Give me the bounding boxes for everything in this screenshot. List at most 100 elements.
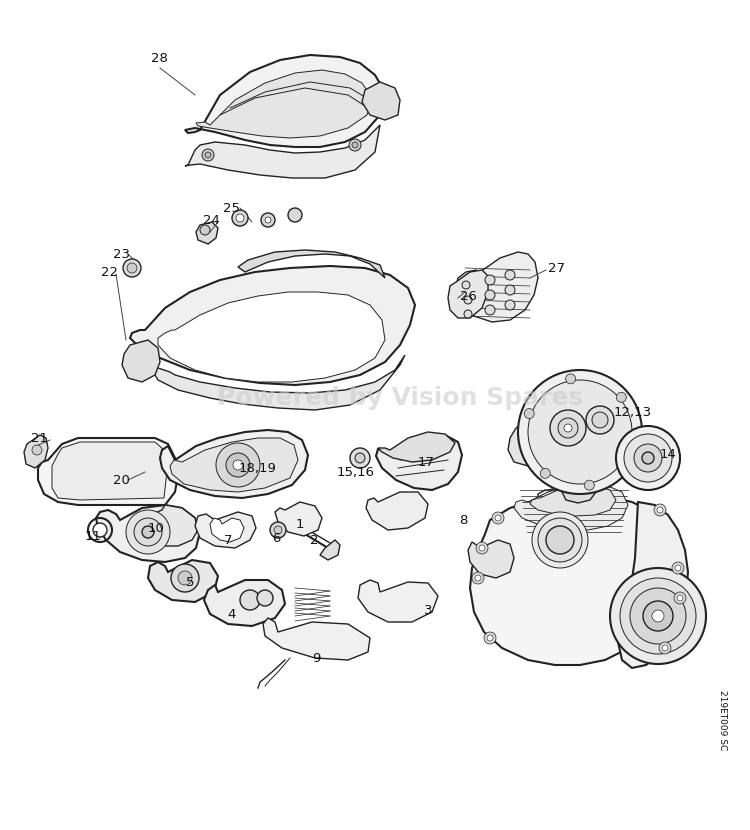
Text: 23: 23 bbox=[113, 247, 130, 261]
Polygon shape bbox=[320, 540, 340, 560]
Polygon shape bbox=[366, 492, 428, 530]
Text: 12,13: 12,13 bbox=[614, 406, 652, 418]
Circle shape bbox=[355, 453, 365, 463]
Text: 18,19: 18,19 bbox=[239, 461, 277, 475]
Circle shape bbox=[127, 263, 137, 273]
Circle shape bbox=[236, 214, 244, 222]
Polygon shape bbox=[185, 55, 385, 147]
Polygon shape bbox=[562, 480, 596, 503]
Circle shape bbox=[524, 408, 534, 418]
Circle shape bbox=[654, 504, 666, 516]
Circle shape bbox=[642, 452, 654, 464]
Polygon shape bbox=[530, 486, 616, 516]
Text: 27: 27 bbox=[548, 261, 565, 275]
Text: 25: 25 bbox=[223, 202, 240, 214]
Polygon shape bbox=[195, 512, 256, 548]
Text: 15,16: 15,16 bbox=[337, 466, 375, 479]
Circle shape bbox=[630, 588, 686, 644]
Circle shape bbox=[288, 208, 302, 222]
Polygon shape bbox=[468, 540, 514, 578]
Polygon shape bbox=[378, 432, 455, 462]
Circle shape bbox=[479, 545, 485, 551]
Circle shape bbox=[171, 564, 199, 592]
Circle shape bbox=[505, 270, 515, 280]
Circle shape bbox=[592, 412, 608, 428]
Circle shape bbox=[216, 443, 260, 487]
Circle shape bbox=[487, 635, 493, 641]
Circle shape bbox=[240, 590, 260, 610]
Circle shape bbox=[662, 645, 668, 651]
Circle shape bbox=[566, 374, 575, 383]
Circle shape bbox=[261, 213, 275, 227]
Circle shape bbox=[584, 481, 595, 491]
Text: 21: 21 bbox=[31, 432, 48, 445]
Circle shape bbox=[352, 142, 358, 148]
Circle shape bbox=[462, 281, 470, 289]
Circle shape bbox=[616, 426, 680, 490]
Polygon shape bbox=[358, 580, 438, 622]
Circle shape bbox=[257, 590, 273, 606]
Circle shape bbox=[350, 448, 370, 468]
Text: 22: 22 bbox=[101, 266, 118, 279]
Text: 24: 24 bbox=[203, 213, 220, 227]
Circle shape bbox=[672, 562, 684, 574]
Text: 6: 6 bbox=[272, 531, 280, 544]
Polygon shape bbox=[514, 484, 628, 530]
Circle shape bbox=[564, 424, 572, 432]
Polygon shape bbox=[130, 266, 415, 385]
Circle shape bbox=[505, 300, 515, 310]
Text: 10: 10 bbox=[148, 521, 165, 535]
Circle shape bbox=[538, 518, 582, 562]
Polygon shape bbox=[152, 355, 405, 410]
Circle shape bbox=[485, 275, 495, 285]
Text: 14: 14 bbox=[660, 447, 676, 461]
Circle shape bbox=[485, 290, 495, 300]
Circle shape bbox=[126, 510, 170, 554]
Polygon shape bbox=[204, 580, 285, 626]
Circle shape bbox=[226, 453, 250, 477]
Polygon shape bbox=[185, 125, 380, 178]
Circle shape bbox=[142, 526, 154, 538]
Circle shape bbox=[265, 217, 271, 223]
Polygon shape bbox=[263, 618, 370, 660]
Circle shape bbox=[634, 444, 662, 472]
Circle shape bbox=[518, 370, 642, 494]
Polygon shape bbox=[148, 560, 218, 602]
Circle shape bbox=[200, 225, 210, 235]
Text: 3: 3 bbox=[424, 603, 433, 617]
Circle shape bbox=[475, 575, 481, 581]
Text: 28: 28 bbox=[151, 51, 168, 65]
Circle shape bbox=[476, 542, 488, 554]
Polygon shape bbox=[158, 292, 385, 382]
Text: 5: 5 bbox=[185, 575, 194, 588]
Text: 8: 8 bbox=[460, 514, 468, 526]
Polygon shape bbox=[160, 430, 308, 498]
Circle shape bbox=[492, 512, 504, 524]
Circle shape bbox=[178, 571, 192, 585]
Text: 11: 11 bbox=[85, 530, 102, 543]
Circle shape bbox=[546, 526, 574, 554]
Circle shape bbox=[677, 595, 683, 601]
Polygon shape bbox=[122, 340, 160, 382]
Circle shape bbox=[32, 445, 42, 455]
Circle shape bbox=[674, 592, 686, 604]
Circle shape bbox=[202, 149, 214, 161]
Circle shape bbox=[232, 210, 248, 226]
Polygon shape bbox=[275, 502, 322, 536]
Polygon shape bbox=[52, 442, 168, 500]
Circle shape bbox=[349, 139, 361, 151]
Polygon shape bbox=[538, 485, 622, 516]
Polygon shape bbox=[455, 252, 538, 322]
Circle shape bbox=[528, 380, 632, 484]
Circle shape bbox=[270, 522, 286, 538]
Text: 1: 1 bbox=[296, 517, 304, 530]
Text: 17: 17 bbox=[418, 456, 434, 468]
Circle shape bbox=[123, 259, 141, 277]
Circle shape bbox=[550, 410, 586, 446]
Polygon shape bbox=[170, 438, 298, 492]
Circle shape bbox=[652, 610, 664, 622]
Circle shape bbox=[93, 523, 107, 537]
Circle shape bbox=[134, 518, 162, 546]
Text: 9: 9 bbox=[312, 652, 320, 665]
Text: 26: 26 bbox=[460, 290, 477, 302]
